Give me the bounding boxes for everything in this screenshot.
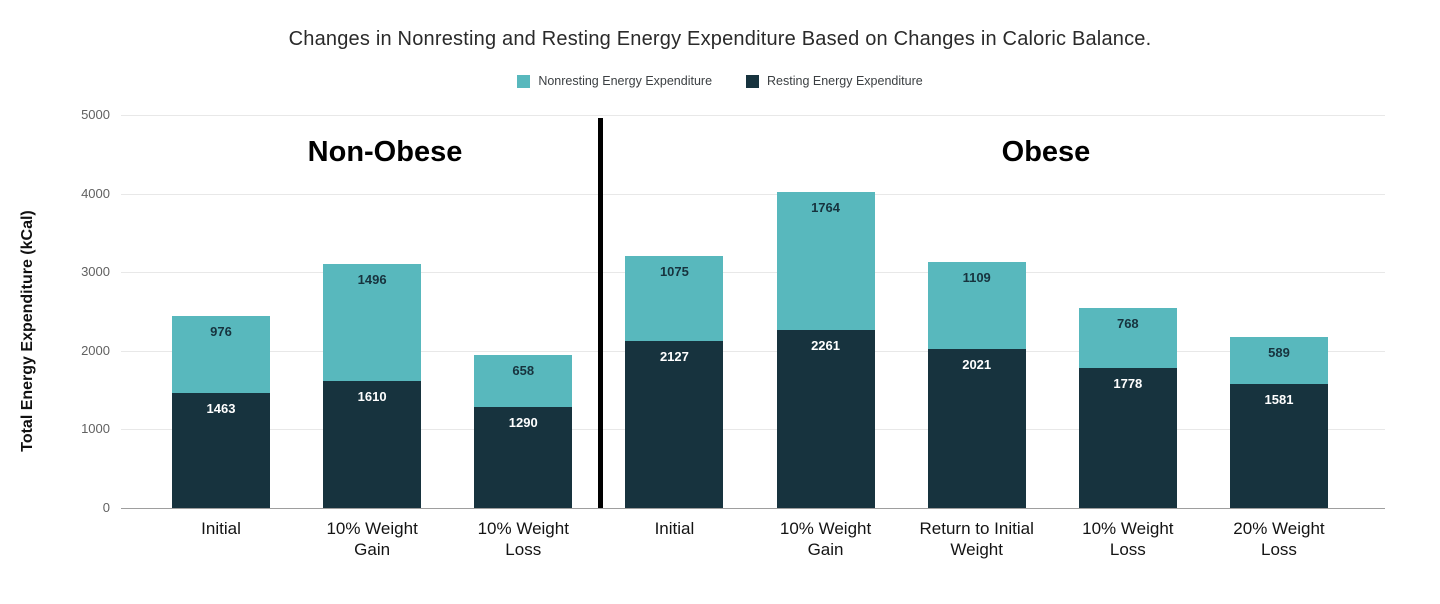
gridline-3000 [121,272,1385,274]
bar-value-resting: 1581 [1264,391,1294,407]
bar-segment-resting [776,330,875,508]
bar-segment-resting [927,349,1026,508]
bar-value-resting: 1778 [1113,376,1143,392]
bar-segment-nonresting [625,256,724,341]
x-axis-label: 10% Weight Gain [326,519,418,560]
y-tick-label-3000: 3000 [81,264,110,280]
bar-segment-nonresting [1229,337,1328,384]
bar-value-nonresting: 768 [1116,315,1139,331]
gridline-2000 [121,350,1385,352]
group-divider-line [598,118,603,508]
bar-value-resting: 1463 [206,401,236,416]
bar-value-resting: 1610 [357,389,387,405]
group-title-non-obese: Non-Obese [307,136,463,168]
y-tick-label-0: 0 [102,500,110,515]
legend: Nonresting Energy Expenditure Resting En… [0,74,1440,88]
chart-title: Changes in Nonresting and Resting Energy… [288,28,1152,50]
bar-value-resting: 1290 [508,414,538,430]
bar-value-resting: 2021 [962,357,992,373]
x-axis-label: Initial [201,519,241,538]
bar-value-nonresting: 1075 [659,264,689,280]
gridline-1000 [121,429,1385,431]
x-axis-label: 10% Weight Gain [779,519,872,560]
y-tick-label-1000: 1000 [81,421,110,437]
bar-segment-resting [172,393,270,508]
bar-value-resting: 2261 [811,338,840,354]
bar-segment-resting [625,340,724,508]
bar-segment-nonresting [172,316,270,393]
x-axis-label: Return to Initial Weight [919,519,1034,560]
bar-value-nonresting: 976 [210,324,232,340]
bar-value-nonresting: 589 [1268,345,1290,361]
bar-segment-resting [474,406,573,508]
bar-value-nonresting: 658 [512,362,535,378]
bar-segment-nonresting [1078,307,1177,369]
x-axis-label: Initial [654,519,695,538]
x-axis-label: 20% Weight Loss [1233,519,1325,560]
bar-value-resting: 2127 [659,348,689,364]
y-tick-label-2000: 2000 [81,342,110,358]
y-tick-label-5000: 5000 [81,107,110,122]
bar-value-nonresting: 1109 [962,269,991,285]
bar-segment-resting [1078,368,1177,508]
legend-swatch-resting-icon [746,74,760,88]
bar-segment-nonresting [474,354,573,407]
bar-segment-nonresting [323,263,422,382]
group-title-obese: Obese [1001,136,1091,168]
bar-value-nonresting: 1764 [811,199,840,215]
bar-segment-resting [1229,383,1328,508]
bar-value-nonresting: 1496 [357,271,387,287]
bar-segment-nonresting [776,191,875,331]
legend-label-resting: Resting Energy Expenditure [767,74,923,88]
bar-segment-resting [323,381,422,508]
legend-item-nonresting: Nonresting Energy Expenditure [517,74,712,88]
y-tick-label-4000: 4000 [81,185,110,201]
legend-swatch-nonresting-icon [517,74,531,88]
x-axis-label: 10% Weight Loss [1082,519,1174,560]
x-axis-label: 10% Weight Loss [477,519,569,560]
legend-label-nonresting: Nonresting Energy Expenditure [538,74,713,88]
gridline-5000 [121,115,1385,116]
gridline-0 [121,508,1385,509]
gridline-4000 [121,193,1385,195]
legend-item-resting: Resting Energy Expenditure [746,74,923,88]
bar-segment-nonresting [927,261,1026,350]
